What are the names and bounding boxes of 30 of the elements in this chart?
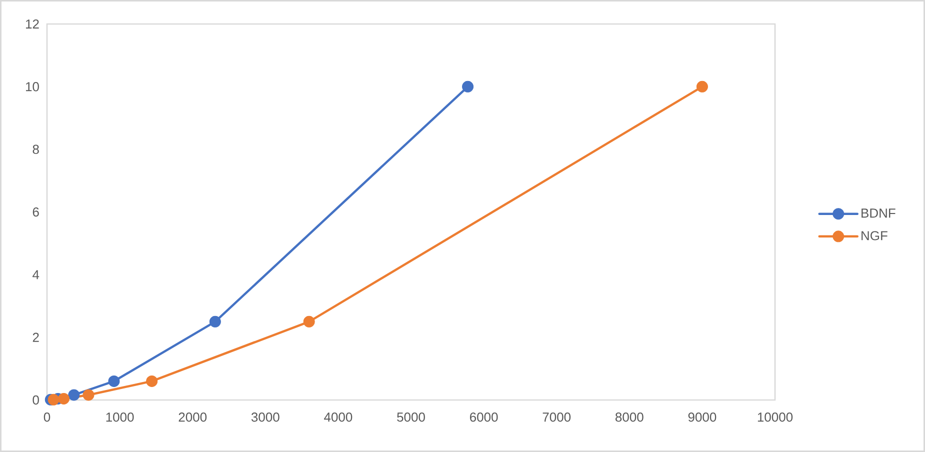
- legend-label: NGF: [862, 231, 888, 240]
- x-tick-label: 9000: [688, 412, 716, 422]
- y-tick-label: 0: [32, 395, 39, 405]
- x-tick-label: 4000: [324, 412, 352, 422]
- legend-label: BDNF: [862, 208, 896, 218]
- point: [68, 389, 80, 401]
- x-tick-label: 3000: [251, 412, 280, 422]
- x-tick-label: 6000: [470, 412, 498, 422]
- x-tick-label: 2000: [178, 412, 207, 422]
- y-tick-label: 12: [26, 19, 39, 29]
- point: [146, 375, 158, 387]
- point: [303, 316, 315, 328]
- point: [48, 394, 60, 406]
- x-tick-label: 1000: [106, 412, 134, 422]
- x-tick-label: 8000: [616, 412, 644, 422]
- y-tick-label: 4: [32, 270, 40, 280]
- x-tick-label: 0: [44, 412, 50, 422]
- y-tick-label: 2: [32, 332, 39, 342]
- point: [108, 375, 120, 387]
- point: [82, 389, 94, 401]
- x-tick-label: 5000: [397, 412, 425, 422]
- y-tick-label: 8: [32, 144, 39, 154]
- point: [209, 316, 221, 328]
- point: [462, 80, 474, 92]
- y-tick-label: 6: [32, 207, 39, 217]
- y-tick-label: 10: [26, 82, 39, 92]
- x-tick-label: 7000: [542, 412, 571, 422]
- point: [696, 80, 708, 92]
- point: [58, 393, 70, 404]
- x-tick-label: 10000: [758, 412, 793, 422]
